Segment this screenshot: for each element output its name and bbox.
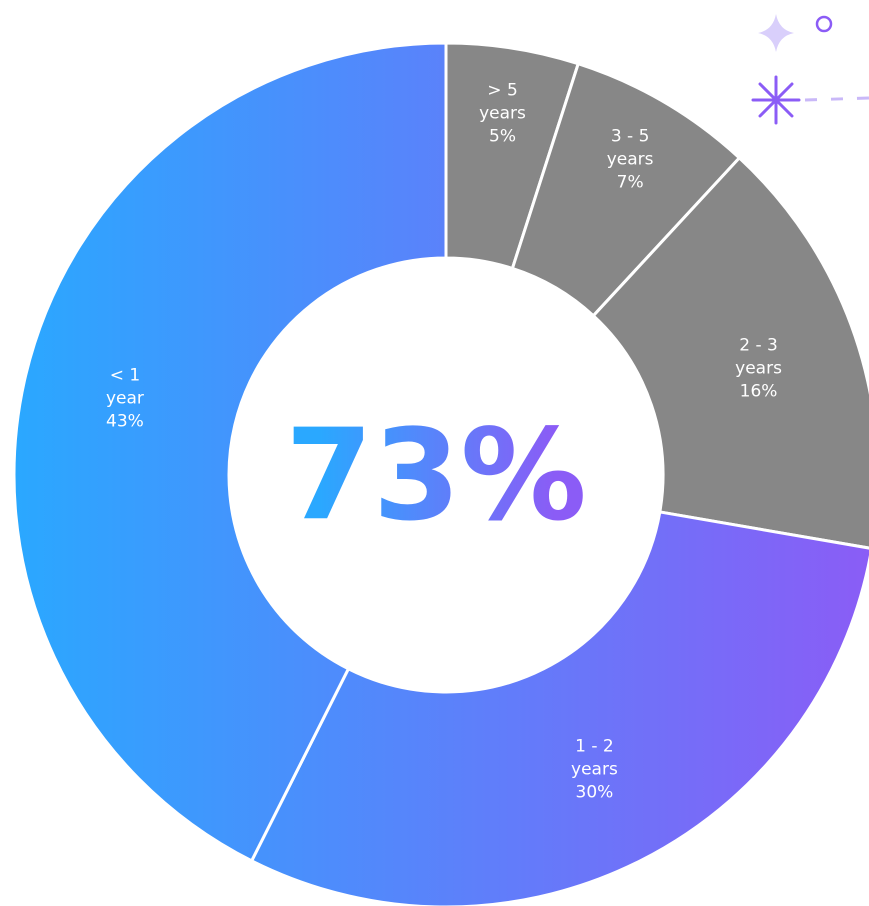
center-label: 73% [285,402,587,549]
category-label: < 1 year [105,365,144,409]
segment-label: < 1 year 43% [93,364,157,433]
donut-segment [249,510,869,906]
value-label: 43% [106,411,144,432]
category-label: > 5 years [479,80,526,124]
value-label: 30% [575,782,614,803]
category-label: 1 - 2 years [571,736,618,780]
segment-label: > 5 years 5% [471,80,535,149]
category-label: 2 - 3 years [735,335,782,379]
value-label: 5% [489,126,517,147]
category-label: 3 - 5 years [606,126,654,170]
segment-label: 3 - 5 years 7% [598,125,662,194]
segment-label: 2 - 3 years 16% [727,335,791,404]
decoration [751,14,869,125]
segment-label: 1 - 2 years 30% [562,735,626,804]
donut-segment [591,155,869,550]
value-label: 7% [616,172,644,193]
value-label: 16% [739,381,778,402]
donut-segment [12,41,448,863]
